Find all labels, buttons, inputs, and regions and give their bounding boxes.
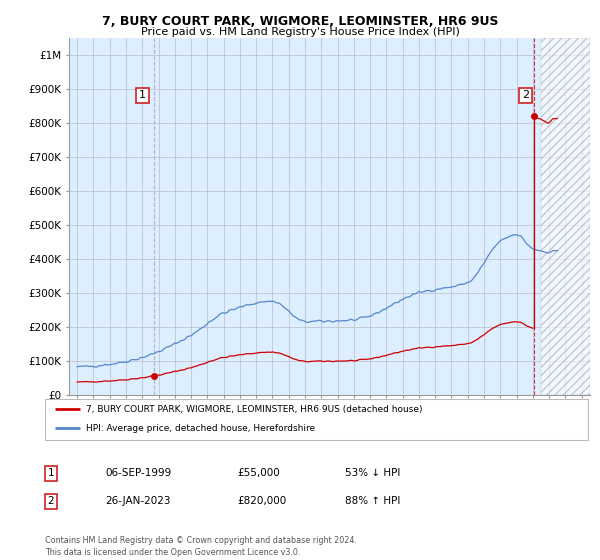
Text: 06-SEP-1999: 06-SEP-1999: [105, 468, 171, 478]
Text: 2: 2: [47, 496, 55, 506]
Text: 7, BURY COURT PARK, WIGMORE, LEOMINSTER, HR6 9US: 7, BURY COURT PARK, WIGMORE, LEOMINSTER,…: [102, 15, 498, 27]
Text: £55,000: £55,000: [237, 468, 280, 478]
Text: HPI: Average price, detached house, Herefordshire: HPI: Average price, detached house, Here…: [86, 424, 315, 433]
Text: 7, BURY COURT PARK, WIGMORE, LEOMINSTER, HR6 9US (detached house): 7, BURY COURT PARK, WIGMORE, LEOMINSTER,…: [86, 405, 422, 414]
Text: 88% ↑ HPI: 88% ↑ HPI: [345, 496, 400, 506]
Text: £820,000: £820,000: [237, 496, 286, 506]
Text: 2: 2: [522, 90, 529, 100]
Text: 1: 1: [139, 90, 146, 100]
Text: 53% ↓ HPI: 53% ↓ HPI: [345, 468, 400, 478]
Text: 26-JAN-2023: 26-JAN-2023: [105, 496, 170, 506]
Text: Price paid vs. HM Land Registry's House Price Index (HPI): Price paid vs. HM Land Registry's House …: [140, 27, 460, 37]
Text: Contains HM Land Registry data © Crown copyright and database right 2024.
This d: Contains HM Land Registry data © Crown c…: [45, 536, 357, 557]
Bar: [541, 38, 590, 395]
Text: 1: 1: [47, 468, 55, 478]
